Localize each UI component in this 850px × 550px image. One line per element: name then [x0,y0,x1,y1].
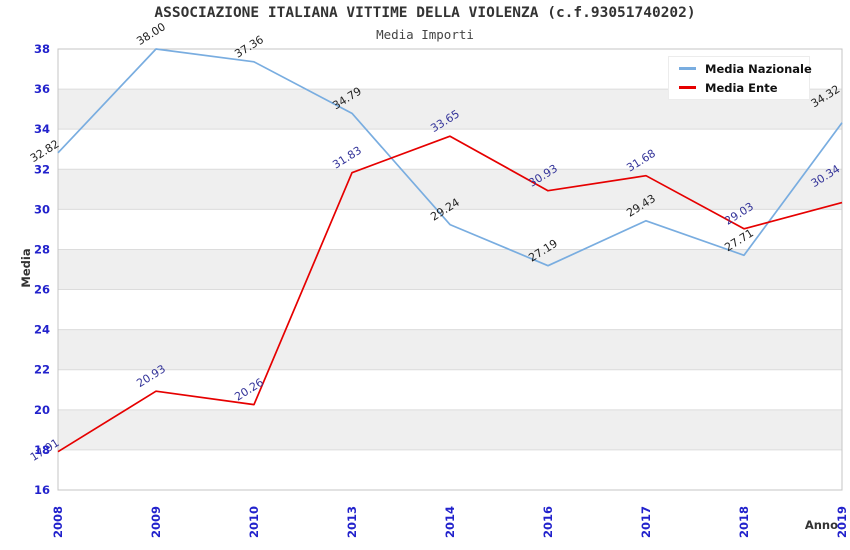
y-tick-label: 20 [34,403,50,417]
y-tick-label: 28 [34,242,50,256]
y-tick-label: 32 [34,162,50,176]
legend-swatch-0 [679,67,696,70]
x-tick-label: 2019 [835,506,849,538]
chart-title: ASSOCIAZIONE ITALIANA VITTIME DELLA VIOL… [154,5,696,21]
y-tick-label: 22 [34,363,50,377]
legend-entry-media-ente: Media Ente [679,81,809,95]
y-tick-label: 24 [34,323,50,337]
legend-entry-media-nazionale: Media Nazionale [679,61,812,76]
y-tick-label: 34 [34,122,50,136]
y-tick-label: 18 [34,443,50,457]
background-band [58,329,842,370]
data-label: 38.00 [134,20,168,48]
series-line-0 [57,48,843,267]
background-band [58,129,842,170]
y-tick-label: 30 [34,202,50,216]
data-label: 32.82 [28,137,62,165]
x-tick-label: 2010 [247,506,261,538]
background-band [58,209,842,250]
y-tick-label: 38 [34,42,50,56]
chart-subtitle: Media Importi [376,27,474,42]
x-tick-label: 2016 [541,506,555,538]
x-axis-title: Anno [805,518,838,532]
x-tick-label: 2014 [443,506,457,538]
background-band [58,249,842,290]
x-tick-label: 2013 [345,506,359,538]
legend-label-media-nazionale: Media Nazionale [705,61,812,76]
y-axis-title: Media [19,248,33,287]
background-band [58,289,842,330]
y-tick-label: 26 [34,283,50,297]
legend-label-media-ente: Media Ente [705,80,778,95]
x-tick-label: 2009 [149,506,163,538]
background-band [58,449,842,490]
background-band [58,369,842,410]
background-band [58,169,842,210]
y-tick-label: 16 [34,483,50,497]
x-tick-label: 2018 [737,506,751,538]
x-tick-label: 2008 [51,506,65,538]
background-band [58,409,842,450]
x-tick-label: 2017 [639,506,653,538]
plot-frame [57,48,843,491]
legend-swatch-1 [679,86,696,89]
series-line-1 [57,135,843,453]
y-tick-label: 36 [34,82,50,96]
chart-legend: Media Nazionale Media Ente [668,56,812,100]
